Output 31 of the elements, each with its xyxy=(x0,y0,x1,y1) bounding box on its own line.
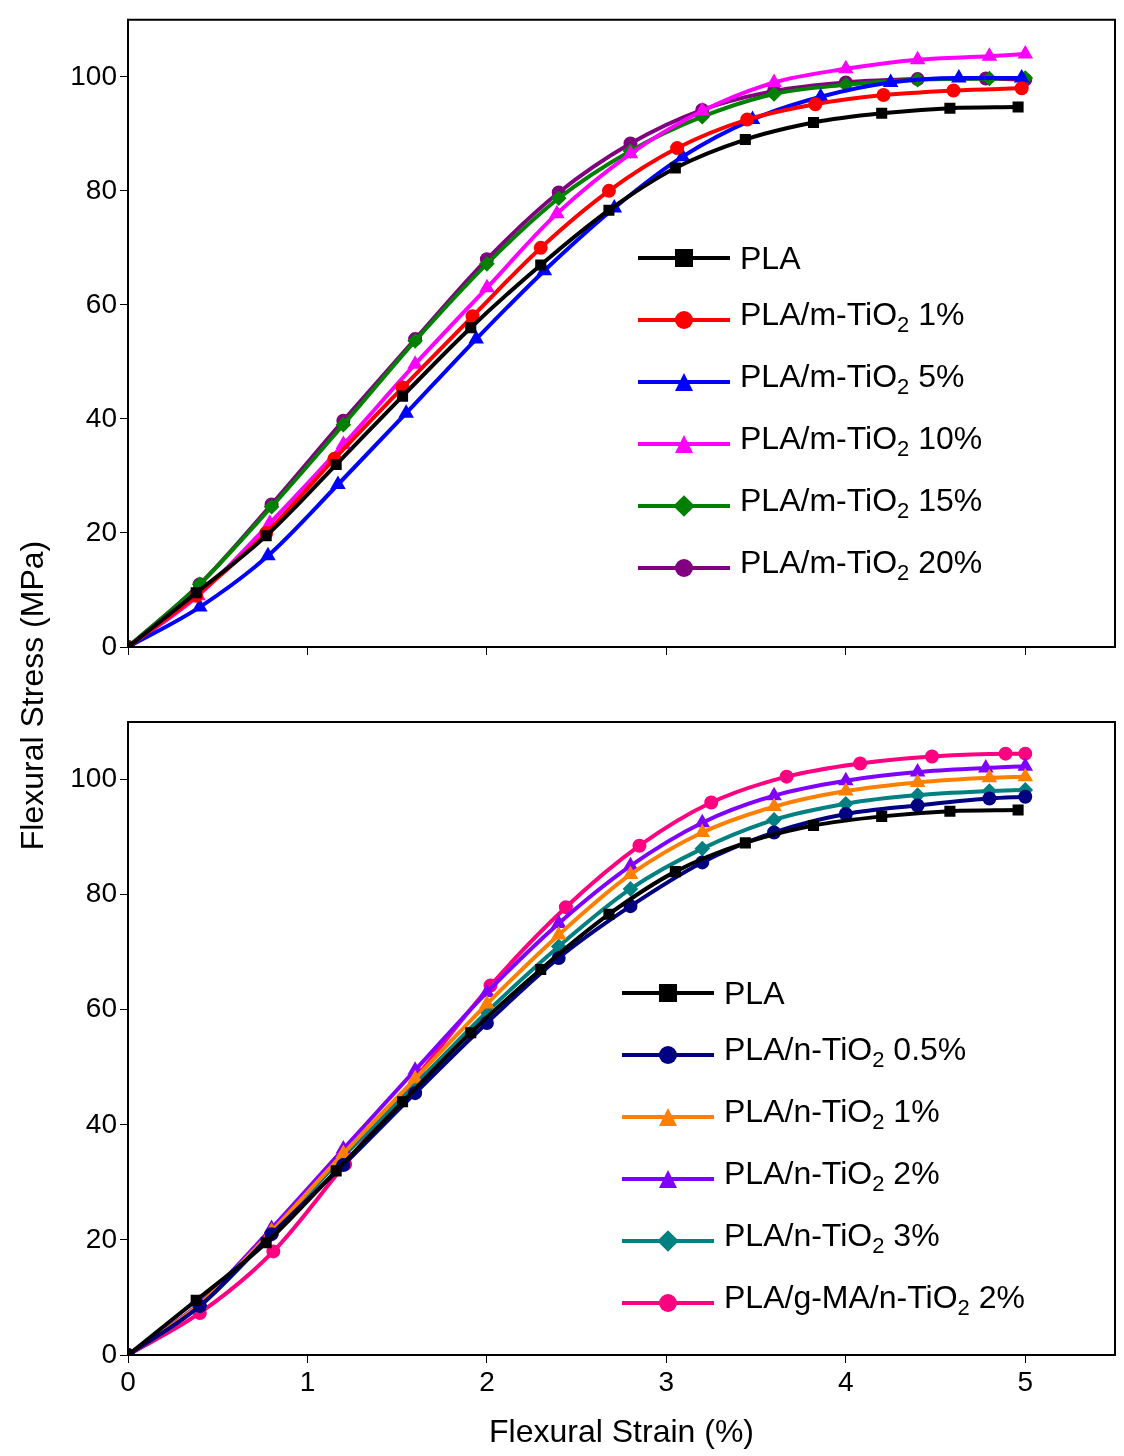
y-tick-label: 80 xyxy=(85,173,117,205)
x-tick-label: 4 xyxy=(838,1365,854,1397)
y-tick-label: 60 xyxy=(85,992,117,1024)
x-tick-label: 3 xyxy=(658,1365,675,1397)
y-tick-label: 100 xyxy=(70,762,117,794)
y-tick-label: 40 xyxy=(85,1107,117,1139)
legend-label: PLA/n-TiO$_{2}$ 1% xyxy=(724,1092,940,1137)
legend-label: PLA xyxy=(724,974,785,1013)
legend-label: PLA/n-TiO$_{2}$ 0.5% xyxy=(724,1030,967,1075)
legend-label: PLA/m-TiO$_{2}$ 10% xyxy=(740,419,983,464)
y-tick-label: 60 xyxy=(85,287,117,319)
y-tick-label: 20 xyxy=(85,515,117,547)
y-tick-label: 100 xyxy=(70,59,117,91)
x-tick-label: 1 xyxy=(299,1365,316,1397)
legend-label: PLA/m-TiO$_{2}$ 20% xyxy=(740,543,983,588)
legend-label: PLA/n-TiO$_{2}$ 3% xyxy=(724,1216,940,1261)
legend-label: PLA/g-MA/n-TiO$_{2}$ 2% xyxy=(724,1278,1025,1323)
y-tick-label: 0 xyxy=(101,1337,117,1369)
y-tick-label: 20 xyxy=(85,1222,117,1254)
y-tick-label: 40 xyxy=(85,401,117,433)
legend-label: PLA xyxy=(740,239,801,278)
legend-label: PLA/n-TiO$_{2}$ 2% xyxy=(724,1154,940,1199)
y-axis-title: Flexural Stress (MPa) xyxy=(13,540,51,850)
legend-label: PLA/m-TiO$_{2}$ 5% xyxy=(740,357,965,402)
y-tick-label: 0 xyxy=(101,629,117,661)
legend-label: PLA/m-TiO$_{2}$ 15% xyxy=(740,481,983,526)
x-tick-label: 5 xyxy=(1017,1365,1034,1397)
x-tick-label: 2 xyxy=(479,1365,495,1397)
legend-label: PLA/m-TiO$_{2}$ 1% xyxy=(740,295,965,340)
x-axis-title: Flexural Strain (%) xyxy=(489,1412,754,1449)
y-tick-label: 80 xyxy=(85,877,117,909)
